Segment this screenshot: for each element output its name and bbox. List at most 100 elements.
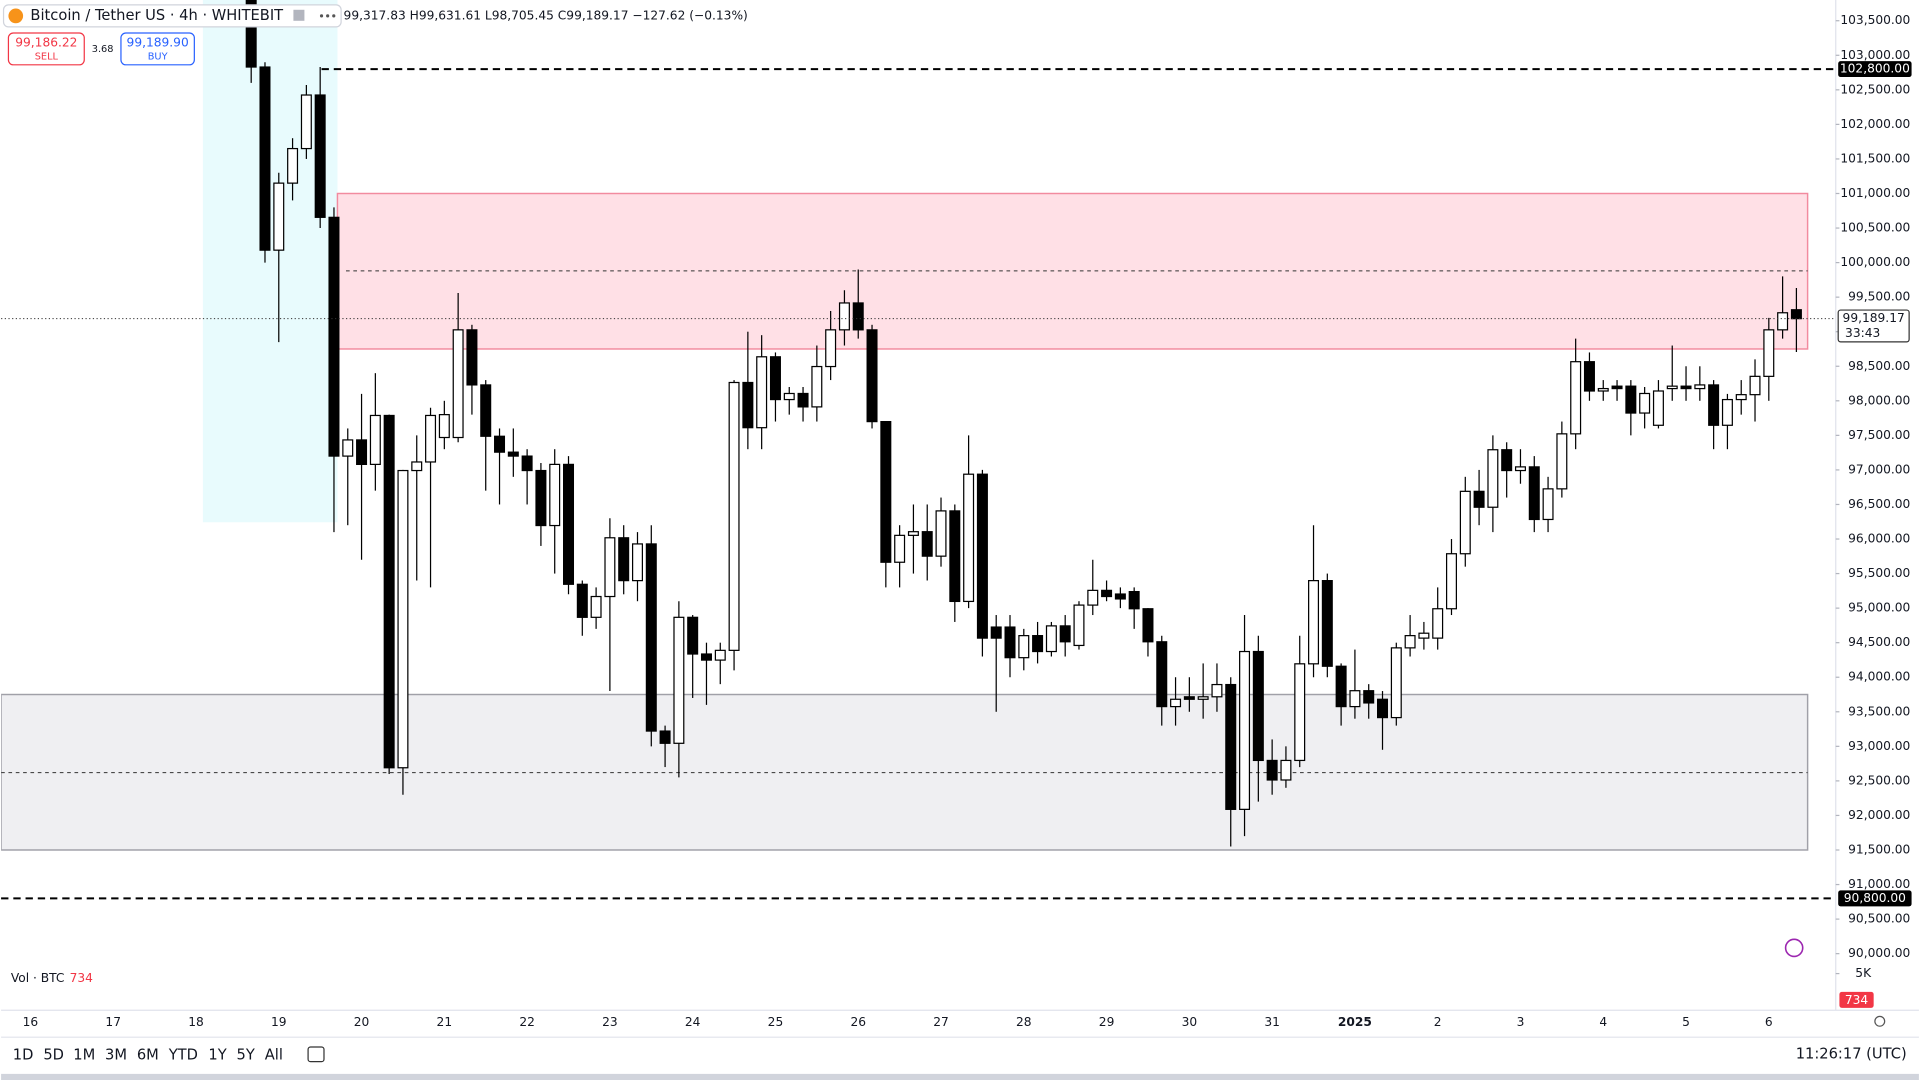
candle-body <box>1639 392 1651 414</box>
y-tick-label: 98,000.00 <box>1848 393 1910 407</box>
x-tick-label: 19 <box>271 1015 287 1029</box>
buy-button[interactable] <box>120 32 195 66</box>
y-tick-label: 91,000.00 <box>1848 877 1910 891</box>
x-tick-label: 28 <box>1016 1015 1032 1029</box>
candle-body <box>1225 683 1237 810</box>
candle-body <box>1308 580 1320 665</box>
candle-body <box>631 543 643 582</box>
y-tick-label: 103,000.00 <box>1840 48 1910 62</box>
candle-body <box>356 439 368 465</box>
candle-body <box>1694 384 1706 390</box>
candle-body <box>1252 650 1264 762</box>
x-tick-label: 23 <box>602 1015 618 1029</box>
timeframe-button[interactable]: 3M <box>105 1047 127 1064</box>
candle-body <box>1528 466 1540 521</box>
candle-body <box>549 463 561 527</box>
buy-label: BUY <box>148 51 168 62</box>
candle-body <box>1652 390 1664 426</box>
timeframe-button[interactable]: 6M <box>137 1047 159 1064</box>
x-tick-label: 20 <box>354 1015 370 1029</box>
timeframe-button[interactable]: 1M <box>73 1047 95 1064</box>
timeframe-button[interactable]: 1D <box>13 1047 34 1064</box>
symbol-box[interactable] <box>2 4 342 28</box>
y-tick-label: 93,000.00 <box>1848 739 1910 753</box>
candle-body <box>742 381 754 429</box>
timeframe-button[interactable]: 1Y <box>208 1047 226 1064</box>
candle-body <box>687 616 699 655</box>
menu-dot <box>319 14 324 18</box>
candle-body <box>1721 398 1733 426</box>
candle-body <box>976 473 988 639</box>
candle-body <box>659 730 671 744</box>
candle-body <box>1473 490 1485 508</box>
timeframe-button[interactable]: 5Y <box>237 1047 255 1064</box>
countdown: 33:43 <box>1845 326 1880 340</box>
candle-body <box>1349 690 1361 708</box>
y-tick-label: 101,500.00 <box>1840 151 1910 165</box>
candle-body <box>1542 488 1554 521</box>
candle-body <box>838 302 850 331</box>
candle-body <box>314 94 326 218</box>
candle-body <box>1114 593 1126 600</box>
x-tick-label: 25 <box>768 1015 784 1029</box>
candle-body <box>494 435 506 453</box>
candle-body <box>1501 449 1513 472</box>
buy-price: 99,189.90 <box>127 35 189 49</box>
candle-body <box>1101 589 1113 598</box>
y-tick-label: 101,000.00 <box>1840 186 1910 200</box>
candle-body <box>1583 361 1595 392</box>
candle-body <box>1377 698 1389 719</box>
candle-body <box>1239 650 1251 810</box>
bottom-edge <box>1 1073 1919 1080</box>
timeframe-button[interactable]: All <box>265 1047 283 1064</box>
candle-body <box>452 329 464 439</box>
candle-body <box>342 439 354 457</box>
plot <box>1 0 1809 851</box>
candle-body <box>783 392 795 401</box>
y-tick-label: 96,500.00 <box>1848 497 1910 511</box>
candle-body <box>1032 635 1044 653</box>
candle-body <box>714 649 726 661</box>
calendar-icon[interactable] <box>307 1046 325 1063</box>
candle-body <box>1611 385 1623 390</box>
candle-body <box>825 329 837 368</box>
sell-button[interactable] <box>7 32 85 66</box>
volume-last-axis-label: 734 <box>1845 993 1869 1007</box>
candle-body <box>797 392 809 408</box>
timeframe-button[interactable]: 5D <box>43 1047 64 1064</box>
candle-body <box>411 461 423 472</box>
timeframe-button[interactable]: YTD <box>168 1047 198 1064</box>
candle-body <box>300 94 312 150</box>
candle-body <box>1073 604 1085 647</box>
candle-body <box>728 381 740 651</box>
y-tick-label: 95,000.00 <box>1848 601 1910 615</box>
candle-body <box>1570 361 1582 435</box>
candle-body <box>700 653 712 661</box>
candle-body <box>894 534 906 563</box>
candle-body <box>963 473 975 603</box>
settings-icon[interactable] <box>1874 1015 1886 1027</box>
candle-body <box>480 384 492 437</box>
candle-body <box>921 531 933 557</box>
icon <box>293 9 305 21</box>
x-tick-label: 27 <box>933 1015 949 1029</box>
x-tick-label: 18 <box>188 1015 204 1029</box>
candle-body <box>397 469 409 769</box>
candle-body <box>1363 690 1375 704</box>
candle-body <box>507 451 519 457</box>
key-level-label: 102,800.00 <box>1840 62 1910 76</box>
y-tick-label: 100,500.00 <box>1840 221 1910 235</box>
candle-body <box>1749 375 1761 396</box>
x-tick-label: 30 <box>1182 1015 1198 1029</box>
y-tick-label: 97,000.00 <box>1848 462 1910 476</box>
candle-body <box>425 414 437 463</box>
candle-body <box>1487 449 1499 508</box>
x-tick-label: 2025 <box>1338 1015 1372 1029</box>
candle-body <box>1625 385 1637 414</box>
candle-body <box>1087 589 1099 606</box>
alert-icon[interactable] <box>1784 938 1804 958</box>
spread: 3.68 <box>92 44 114 55</box>
candle-body <box>1170 698 1182 708</box>
